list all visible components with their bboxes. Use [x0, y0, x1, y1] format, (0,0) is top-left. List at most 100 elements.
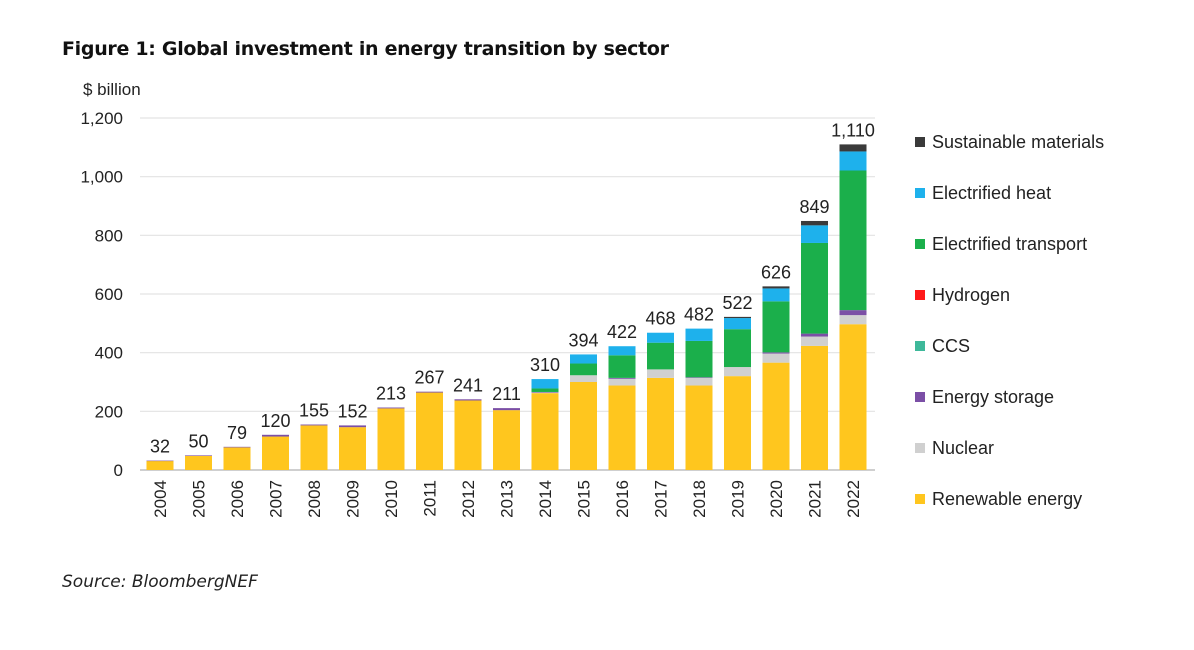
bar-segment-electrified-transport [531, 388, 559, 392]
bar-segment-nuclear [647, 369, 674, 378]
bar-segment-electrified-heat [531, 379, 559, 389]
bar-2019 [724, 316, 751, 470]
total-label: 120 [260, 411, 290, 431]
bar-segment-energy-storage [454, 399, 482, 401]
bar-segment-energy-storage [300, 424, 328, 426]
bar-2016 [608, 346, 636, 470]
legend-label: Renewable energy [932, 489, 1082, 509]
x-tick-label: 2013 [498, 480, 517, 518]
bar-2017 [647, 332, 674, 470]
bar-2010 [377, 407, 405, 470]
x-tick-label: 2019 [729, 480, 748, 518]
bar-segment-renewable-energy [647, 377, 674, 470]
bar-segment-renewable-energy [416, 392, 443, 470]
bar-segment-sustainable-materials [724, 316, 751, 319]
bar-2007 [262, 434, 289, 470]
total-label: 1,110 [831, 120, 875, 140]
bar-segment-energy-storage [531, 391, 559, 393]
bar-2015 [570, 354, 597, 470]
bar-segment-renewable-energy [724, 376, 751, 470]
bar-segment-renewable-energy [608, 385, 636, 470]
y-tick-label: 1,000 [80, 168, 123, 187]
bar-2006 [223, 446, 251, 470]
legend-label: Electrified transport [932, 234, 1087, 254]
x-tick-label: 2022 [844, 480, 863, 518]
bar-segment-energy-storage [377, 407, 405, 409]
x-tick-label: 2014 [536, 480, 555, 518]
bar-segment-nuclear [839, 315, 867, 325]
x-tick-label: 2020 [767, 480, 786, 518]
bar-2018 [685, 328, 713, 470]
bar-segment-nuclear [724, 367, 751, 377]
bar-segment-electrified-heat [839, 151, 867, 171]
bar-segment-sustainable-materials [762, 286, 790, 289]
bar-segment-energy-storage [185, 455, 212, 456]
legend-item: CCS [915, 336, 970, 356]
bar-segment-renewable-energy [300, 425, 328, 470]
bar-segment-renewable-energy [493, 410, 520, 470]
bar-segment-renewable-energy [762, 362, 790, 470]
bar-segment-electrified-heat [685, 328, 713, 341]
bar-segment-electrified-heat [801, 225, 828, 243]
bar-segment-electrified-heat [608, 346, 636, 356]
legend-swatch [915, 443, 925, 453]
bar-segment-energy-storage [762, 352, 790, 354]
bar-2021 [801, 220, 828, 470]
bar-segment-electrified-transport [724, 329, 751, 368]
bar-2008 [300, 424, 328, 470]
bar-segment-renewable-energy [570, 382, 597, 470]
y-tick-label: 400 [95, 344, 123, 363]
legend-label: Sustainable materials [932, 132, 1104, 152]
source-note: Source: BloombergNEF [62, 572, 258, 592]
total-label: 211 [492, 384, 521, 404]
x-tick-label: 2005 [190, 480, 209, 518]
legend-item: Energy storage [915, 387, 1054, 407]
total-label: 310 [530, 355, 560, 375]
bar-segment-renewable-energy [377, 408, 405, 470]
legend-item: Electrified transport [915, 234, 1087, 254]
bar-2009 [339, 425, 366, 470]
bar-2012 [454, 399, 482, 470]
y-tick-label: 600 [95, 285, 123, 304]
x-tick-label: 2008 [305, 480, 324, 518]
total-label: 267 [414, 368, 444, 388]
figure-title: Figure 1: Global investment in energy tr… [62, 38, 669, 60]
bar-segment-electrified-transport [647, 342, 674, 370]
bar-segment-sustainable-materials [801, 220, 828, 226]
legend-swatch [915, 341, 925, 351]
total-label: 422 [607, 322, 637, 342]
total-label: 849 [799, 197, 829, 217]
legend-label: CCS [932, 336, 970, 356]
total-label: 241 [453, 375, 483, 395]
bar-segment-energy-storage [685, 377, 713, 378]
bar-segment-electrified-heat [724, 318, 751, 330]
total-label: 152 [337, 401, 367, 421]
y-tick-label: 0 [114, 461, 123, 480]
bar-segment-electrified-transport [608, 355, 636, 378]
legend-swatch [915, 290, 925, 300]
total-label: 79 [227, 423, 247, 443]
bar-segment-energy-storage [416, 391, 443, 393]
bar-segment-electrified-transport [685, 340, 713, 378]
bars [146, 144, 867, 470]
bar-segment-renewable-energy [839, 324, 867, 470]
legend-swatch [915, 494, 925, 504]
legend-swatch [915, 188, 925, 198]
total-label: 32 [150, 437, 170, 457]
y-tick-label: 800 [95, 226, 123, 245]
legend-item: Sustainable materials [915, 132, 1104, 152]
bar-segment-electrified-transport [839, 170, 867, 311]
x-tick-label: 2015 [575, 480, 594, 518]
y-axis-label: $ billion [83, 80, 141, 99]
bar-segment-nuclear [685, 377, 713, 386]
bar-segment-electrified-transport [801, 242, 828, 334]
legend-item: Hydrogen [915, 285, 1010, 305]
total-label: 50 [188, 431, 208, 451]
total-labels: 32 50 79 120 155 152 213 267 241 211 310 394 422 468 4… [150, 120, 875, 456]
x-tick-label: 2018 [690, 480, 709, 518]
x-tick-label: 2021 [806, 480, 825, 518]
bar-segment-electrified-transport [570, 363, 597, 376]
bar-segment-sustainable-materials [839, 144, 867, 152]
bar-2014 [531, 379, 559, 470]
